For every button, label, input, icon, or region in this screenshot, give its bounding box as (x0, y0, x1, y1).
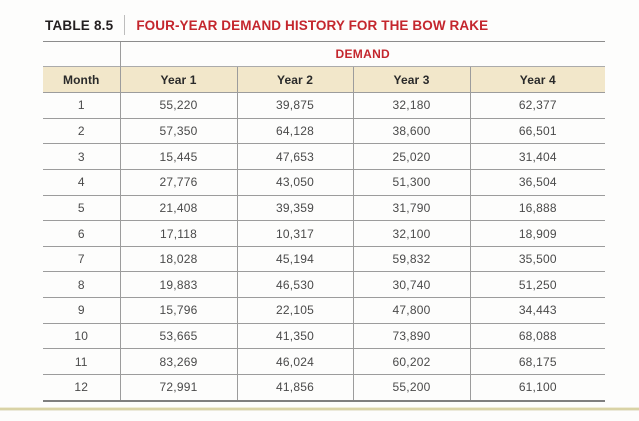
month-cell: 11 (43, 348, 120, 375)
month-cell: 6 (43, 220, 120, 247)
month-cell: 1 (43, 92, 120, 119)
demand-span-row: DEMAND (43, 41, 606, 67)
demand-cell: 55,200 (352, 374, 470, 402)
column-header-year1: Year 1 (119, 66, 237, 93)
table-row: 10 53,665 41,350 73,890 68,088 (43, 322, 606, 349)
table-number-label: TABLE 8.5 (45, 17, 114, 33)
demand-cell: 17,118 (119, 220, 237, 247)
demand-cell: 45,194 (236, 245, 353, 272)
month-cell: 4 (43, 168, 120, 196)
demand-cell: 46,024 (236, 348, 353, 375)
month-cell: 9 (43, 297, 120, 324)
table-row: 1 55,220 39,875 32,180 62,377 (43, 92, 606, 119)
demand-cell: 68,175 (469, 348, 606, 375)
demand-cell: 31,404 (469, 143, 606, 170)
demand-cell: 73,890 (352, 322, 470, 349)
corner-empty-cell (43, 41, 120, 67)
demand-cell: 66,501 (469, 117, 606, 144)
demand-cell: 51,300 (352, 168, 470, 196)
month-cell: 12 (43, 374, 120, 402)
table-row: 9 15,796 22,105 47,800 34,443 (43, 297, 606, 324)
column-header-year2: Year 2 (236, 66, 353, 93)
table-caption: TABLE 8.5 FOUR-YEAR DEMAND HISTORY FOR T… (45, 15, 488, 35)
demand-cell: 35,500 (469, 245, 606, 272)
demand-cell: 30,740 (352, 271, 470, 298)
demand-cell: 27,776 (119, 168, 237, 196)
demand-cell: 51,250 (469, 271, 606, 298)
demand-cell: 46,530 (236, 271, 353, 298)
demand-cell: 43,050 (236, 168, 353, 196)
column-header-year4: Year 4 (469, 66, 606, 93)
demand-cell: 64,128 (236, 117, 353, 144)
demand-cell: 16,888 (469, 194, 606, 221)
demand-cell: 15,445 (119, 143, 237, 170)
demand-cell: 32,180 (352, 92, 470, 119)
demand-cell: 41,350 (236, 322, 353, 349)
demand-cell: 36,504 (469, 168, 606, 196)
demand-cell: 61,100 (469, 374, 606, 402)
page-bottom-rule (0, 407, 639, 411)
demand-cell: 55,220 (119, 92, 237, 119)
demand-cell: 18,028 (119, 245, 237, 272)
table-row: 4 27,776 43,050 51,300 36,504 (43, 168, 606, 196)
demand-cell: 38,600 (352, 117, 470, 144)
demand-history-table: DEMAND Month Year 1 Year 2 Year 3 Year 4… (43, 41, 606, 402)
demand-cell: 10,317 (236, 220, 353, 247)
month-cell: 7 (43, 245, 120, 272)
column-header-month: Month (43, 66, 120, 93)
column-header-row: Month Year 1 Year 2 Year 3 Year 4 (43, 66, 606, 93)
month-cell: 8 (43, 271, 120, 298)
demand-cell: 62,377 (469, 92, 606, 119)
table-row: 5 21,408 39,359 31,790 16,888 (43, 194, 606, 221)
demand-cell: 39,359 (236, 194, 353, 221)
demand-cell: 47,653 (236, 143, 353, 170)
demand-cell: 32,100 (352, 220, 470, 247)
demand-cell: 47,800 (352, 297, 470, 324)
table-row: 3 15,445 47,653 25,020 31,404 (43, 143, 606, 170)
demand-cell: 59,832 (352, 245, 470, 272)
table-row: 7 18,028 45,194 59,832 35,500 (43, 245, 606, 272)
demand-cell: 72,991 (119, 374, 237, 402)
demand-group-header: DEMAND (119, 41, 606, 67)
table-row: 8 19,883 46,530 30,740 51,250 (43, 271, 606, 298)
month-cell: 5 (43, 194, 120, 221)
table-title: FOUR-YEAR DEMAND HISTORY FOR THE BOW RAK… (136, 17, 489, 33)
month-cell: 2 (43, 117, 120, 144)
demand-cell: 19,883 (119, 271, 237, 298)
demand-cell: 21,408 (119, 194, 237, 221)
demand-cell: 22,105 (236, 297, 353, 324)
demand-cell: 39,875 (236, 92, 353, 119)
table-row: 6 17,118 10,317 32,100 18,909 (43, 220, 606, 247)
demand-cell: 41,856 (236, 374, 353, 402)
demand-cell: 68,088 (469, 322, 606, 349)
demand-cell: 31,790 (352, 194, 470, 221)
demand-cell: 25,020 (352, 143, 470, 170)
table-row: 2 57,350 64,128 38,600 66,501 (43, 117, 606, 144)
demand-cell: 57,350 (119, 117, 237, 144)
demand-cell: 34,443 (469, 297, 606, 324)
month-cell: 3 (43, 143, 120, 170)
demand-cell: 53,665 (119, 322, 237, 349)
demand-cell: 60,202 (352, 348, 470, 375)
table-row: 11 83,269 46,024 60,202 68,175 (43, 348, 606, 375)
demand-cell: 83,269 (119, 348, 237, 375)
table-row: 12 72,991 41,856 55,200 61,100 (43, 374, 606, 402)
demand-cell: 18,909 (469, 220, 606, 247)
column-header-year3: Year 3 (352, 66, 470, 93)
month-cell: 10 (43, 322, 120, 349)
caption-divider (124, 15, 126, 35)
demand-cell: 15,796 (119, 297, 237, 324)
